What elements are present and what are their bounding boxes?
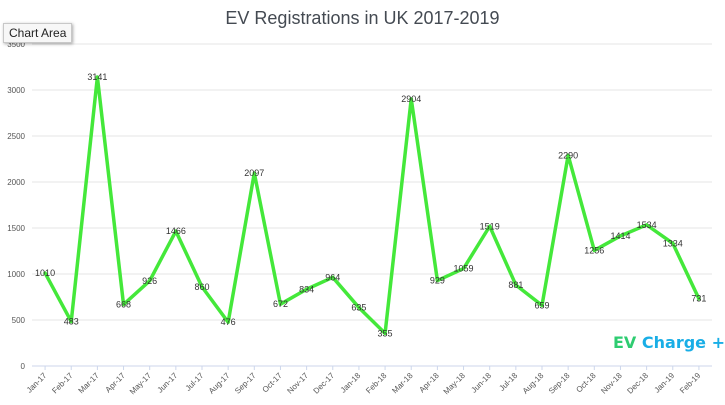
data-point <box>540 303 544 307</box>
y-tick-label: 3500 <box>7 40 25 49</box>
data-point <box>43 271 47 275</box>
y-tick-label: 1000 <box>7 270 25 279</box>
data-label: 964 <box>325 272 340 282</box>
y-tick-label: 1500 <box>7 224 25 233</box>
data-point <box>435 279 439 283</box>
brand-ev-text: EV <box>613 333 637 352</box>
x-tick-label: Jan-17 <box>25 371 49 395</box>
data-point <box>69 320 73 324</box>
x-tick-label: May-18 <box>442 371 468 397</box>
data-point <box>95 75 99 79</box>
data-label: 476 <box>221 317 236 327</box>
x-tick-label: Sep-18 <box>547 371 572 396</box>
y-tick-label: 2500 <box>7 132 25 141</box>
x-tick-label: Jul-18 <box>497 371 519 393</box>
data-point <box>618 234 622 238</box>
data-point <box>383 331 387 335</box>
data-label: 635 <box>351 303 366 313</box>
data-label: 2290 <box>558 150 578 160</box>
chart-area-tooltip: Chart Area <box>3 23 73 43</box>
x-tick-label: Feb-17 <box>50 371 75 396</box>
data-point <box>514 283 518 287</box>
data-label: 1010 <box>35 268 55 278</box>
y-tick-label: 2000 <box>7 178 25 187</box>
x-tick-label: Oct-17 <box>261 371 285 395</box>
data-point <box>122 303 126 307</box>
data-label: 483 <box>64 317 79 327</box>
data-point <box>488 224 492 228</box>
data-point <box>148 279 152 283</box>
x-tick-label: Jan-19 <box>653 371 677 395</box>
data-label: 929 <box>430 276 445 286</box>
x-tick-label: Aug-18 <box>521 371 546 396</box>
x-tick-label: Jun-17 <box>156 371 180 395</box>
x-tick-label: Aug-17 <box>207 371 232 396</box>
x-tick-label: Mar-17 <box>77 371 102 396</box>
x-tick-label: Jan-18 <box>339 371 363 395</box>
data-point <box>331 275 335 279</box>
data-label: 834 <box>299 284 314 294</box>
data-point <box>200 285 204 289</box>
data-label: 1519 <box>480 221 500 231</box>
data-label: 1414 <box>610 231 630 241</box>
data-point <box>566 153 570 157</box>
data-label: 2904 <box>401 94 421 104</box>
data-point <box>592 248 596 252</box>
data-label: 672 <box>273 299 288 309</box>
data-label: 860 <box>194 282 209 292</box>
data-label: 1059 <box>454 264 474 274</box>
x-tick-label: Nov-18 <box>599 371 624 396</box>
data-point <box>462 267 466 271</box>
x-tick-label: Nov-17 <box>285 371 310 396</box>
x-tick-label: Mar-18 <box>390 371 415 396</box>
x-tick-label: Feb-18 <box>364 371 389 396</box>
x-tick-label: Sep-17 <box>233 371 258 396</box>
y-tick-label: 0 <box>21 362 26 371</box>
x-tick-label: May-17 <box>128 371 154 397</box>
data-label: 1466 <box>166 226 186 236</box>
brand-charge-text: Charge + <box>641 333 725 352</box>
y-tick-label: 500 <box>12 316 26 325</box>
x-tick-label: Jul-17 <box>184 371 206 393</box>
data-point <box>174 229 178 233</box>
data-label: 3141 <box>87 72 107 82</box>
x-tick-label: Feb-19 <box>678 371 703 396</box>
x-tick-label: Dec-18 <box>625 371 650 396</box>
data-point <box>409 97 413 101</box>
data-point <box>697 297 701 301</box>
ev-charge-logo: EV Charge + <box>613 333 725 352</box>
data-point <box>645 223 649 227</box>
data-label: 1534 <box>637 220 657 230</box>
data-label: 1334 <box>663 238 683 248</box>
x-tick-label: Apr-18 <box>417 371 441 395</box>
data-label: 731 <box>691 294 706 304</box>
x-tick-label: Apr-17 <box>104 371 128 395</box>
data-label: 659 <box>534 300 549 310</box>
y-tick-label: 3000 <box>7 86 25 95</box>
x-tick-label: Oct-18 <box>574 371 598 395</box>
x-tick-label: Jun-18 <box>469 371 493 395</box>
data-label: 926 <box>142 276 157 286</box>
data-point <box>671 241 675 245</box>
data-label: 1256 <box>584 245 604 255</box>
chart-title: EV Registrations in UK 2017-2019 <box>225 8 500 28</box>
data-point <box>357 306 361 310</box>
series-line <box>43 75 701 336</box>
data-label: 2097 <box>244 168 264 178</box>
data-label: 668 <box>116 300 131 310</box>
data-label: 881 <box>508 280 523 290</box>
data-label: 355 <box>378 328 393 338</box>
data-point <box>278 302 282 306</box>
data-point <box>305 287 309 291</box>
x-tick-label: Dec-17 <box>312 371 337 396</box>
data-point <box>252 171 256 175</box>
data-point <box>226 320 230 324</box>
